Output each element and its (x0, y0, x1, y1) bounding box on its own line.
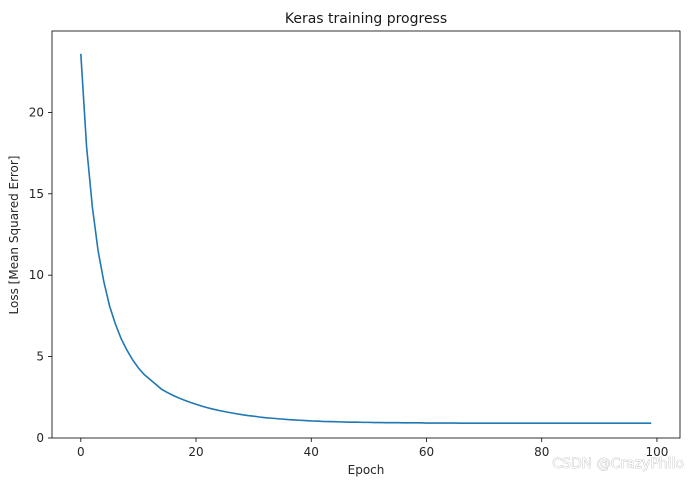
y-tick-label: 20 (29, 105, 44, 119)
y-tick-label: 10 (29, 268, 44, 282)
x-tick-label: 80 (534, 445, 549, 459)
loss-series-line (80, 53, 652, 424)
y-axis-label: Loss [Mean Squared Error] (7, 156, 21, 315)
x-axis-ticks: 0 20 40 60 80 100 (77, 438, 668, 459)
x-tick-label: 100 (646, 445, 669, 459)
x-tick-label: 20 (188, 445, 203, 459)
x-tick-label: 60 (419, 445, 434, 459)
y-tick-label: 0 (36, 431, 44, 445)
chart-title: Keras training progress (285, 11, 447, 27)
x-tick-label: 40 (304, 445, 319, 459)
y-axis-ticks: 0 5 10 15 20 (29, 105, 52, 445)
y-tick-label: 5 (36, 350, 44, 364)
y-tick-label: 15 (29, 187, 44, 201)
watermark-text: CSDN @CrazyPhilo (552, 456, 684, 472)
plot-frame (51, 30, 681, 439)
x-tick-label: 0 (77, 445, 85, 459)
x-axis-label: Epoch (348, 463, 385, 477)
